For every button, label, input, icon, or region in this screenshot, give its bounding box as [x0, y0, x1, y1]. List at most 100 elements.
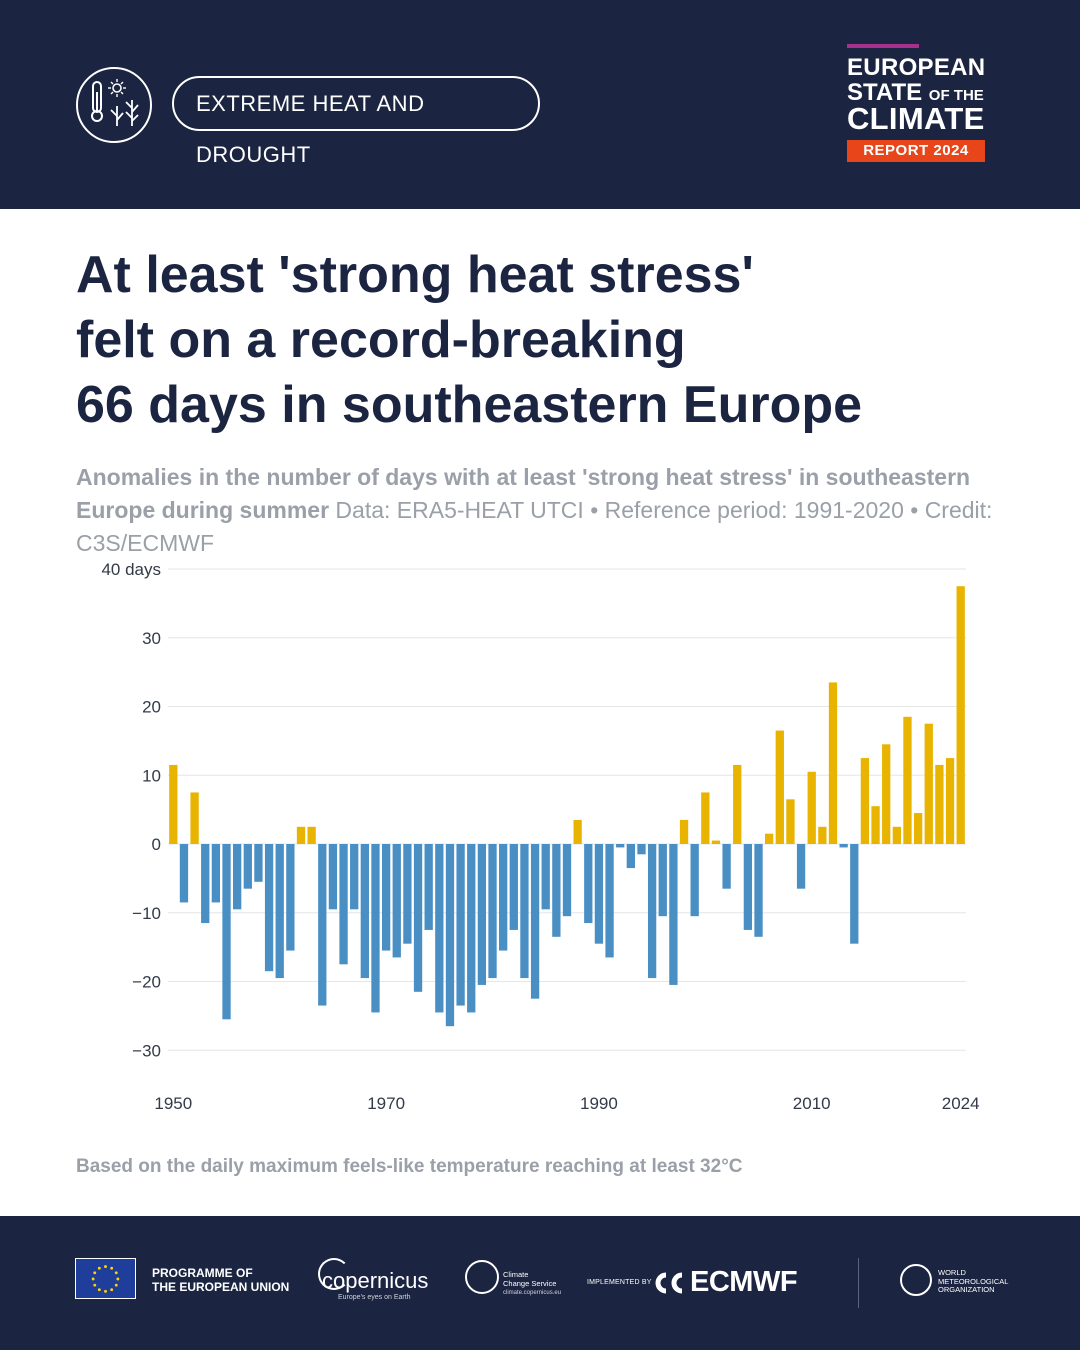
bar-1960	[275, 844, 284, 979]
bar-2002	[722, 844, 731, 889]
bar-1972	[403, 844, 412, 944]
wmo-logo: WORLD METEOROLOGICAL ORGANIZATION	[900, 1260, 1010, 1300]
bar-1950	[169, 764, 178, 844]
bar-1976	[445, 844, 455, 1027]
page-title: At least 'strong heat stress' felt on a …	[76, 243, 1036, 438]
bar-1979	[477, 844, 487, 985]
c3s-thermometer-icon	[465, 1260, 499, 1294]
bar-1984	[530, 844, 540, 999]
x-tick-label: 1950	[154, 1094, 192, 1113]
c3s-name: Climate Change Service	[503, 1270, 557, 1288]
anomaly-bar-chart: 40 days 30 20 10 0 −10 −20 −30 1950 1970 1990 2010 2…	[0, 550, 1080, 1130]
wmo-globe-icon	[900, 1264, 932, 1296]
report-year-badge: REPORT 2024	[847, 140, 985, 162]
bar-1997	[669, 844, 678, 985]
bar-2012	[828, 682, 838, 844]
bar-1985	[541, 844, 550, 910]
bar-2019	[903, 716, 912, 844]
ecmwf-logo: ECMWF	[652, 1266, 817, 1298]
bar-1951	[179, 844, 189, 903]
bar-1952	[190, 792, 199, 844]
footer-divider	[858, 1258, 859, 1308]
bar-1990	[594, 844, 604, 944]
x-tick-label: 2024	[942, 1094, 980, 1113]
bar-1996	[658, 844, 667, 917]
bar-1964	[318, 844, 327, 1006]
bar-2005	[754, 844, 763, 937]
eu-programme-text: PROGRAMME OF THE EUROPEAN UNION	[152, 1266, 290, 1294]
header-banner: EXTREME HEAT AND DROUGHT EUROPEAN STATE …	[0, 0, 1080, 209]
bar-1953	[201, 844, 210, 924]
bar-1956	[233, 844, 242, 910]
brand-accent-bar	[847, 44, 919, 48]
copernicus-name: copernicus	[322, 1268, 429, 1293]
bar-1966	[339, 844, 348, 965]
title-line-3: 66 days in southeastern Europe	[76, 376, 863, 434]
bar-2020	[913, 813, 923, 844]
bar-2023	[945, 758, 955, 844]
bar-2024	[956, 586, 965, 844]
y-tick-label: 20	[142, 698, 161, 717]
bar-2004	[743, 844, 753, 930]
bar-1955	[222, 844, 231, 1020]
bar-1989	[584, 844, 593, 924]
bar-2017	[882, 744, 891, 844]
bar-1998	[679, 819, 689, 844]
bar-2016	[871, 806, 880, 844]
x-tick-label: 2010	[793, 1094, 831, 1113]
y-tick-label: −20	[132, 973, 161, 992]
bar-2009	[796, 844, 806, 889]
bar-2007	[775, 730, 784, 844]
bar-1995	[647, 844, 657, 979]
bar-1994	[637, 844, 646, 855]
bar-1974	[424, 844, 433, 930]
chart-subtitle: Anomalies in the number of days with at …	[76, 461, 1026, 560]
bar-1961	[286, 844, 295, 951]
subtitle-source: Data: ERA5-HEAT UTCI • Reference period:…	[76, 497, 993, 556]
bar-2006	[765, 833, 774, 844]
c3s-logo: Climate Change Service climate.copernicus…	[465, 1258, 575, 1302]
bar-1986	[552, 844, 561, 937]
bar-1973	[413, 844, 423, 992]
brand-line-2: STATE OF THE	[847, 79, 984, 106]
y-tick-label: 0	[152, 835, 161, 854]
bar-1971	[392, 844, 401, 958]
y-tick-label: −10	[132, 904, 161, 923]
bar-1970	[381, 844, 391, 951]
chart-footnote: Based on the daily maximum feels-like te…	[76, 1156, 743, 1177]
bar-1983	[520, 844, 529, 979]
bar-1980	[488, 844, 497, 979]
bar-2003	[733, 764, 742, 844]
brand-line-3: CLIMATE	[847, 101, 985, 136]
bar-1963	[307, 826, 316, 844]
ecmwf-symbol-icon	[655, 1272, 683, 1294]
bar-1993	[626, 844, 635, 869]
bar-1978	[467, 844, 476, 1013]
ecmwf-name: ECMWF	[690, 1266, 798, 1298]
bar-1981	[499, 844, 508, 951]
bar-2018	[892, 826, 901, 844]
bar-2010	[807, 771, 816, 844]
title-line-2: felt on a record-breaking	[76, 311, 686, 369]
bar-1958	[254, 844, 263, 882]
bar-2013	[839, 844, 848, 848]
topic-label: EXTREME HEAT AND DROUGHT	[172, 76, 540, 167]
bar-1988	[573, 819, 582, 844]
x-tick-label: 1970	[367, 1094, 405, 1113]
bar-2001	[711, 840, 721, 844]
y-tick-label: 40 days	[101, 560, 161, 579]
copernicus-tagline: Europe's eyes on Earth	[338, 1294, 411, 1301]
report-brand-logo: EUROPEAN STATE OF THE CLIMATE REPORT 202…	[847, 44, 987, 164]
bar-1982	[509, 844, 518, 930]
y-tick-label: 30	[142, 629, 161, 648]
implemented-by-label: IMPLEMENTED BY	[587, 1279, 652, 1286]
bar-1975	[435, 844, 444, 1013]
title-line-1: At least 'strong heat stress'	[76, 246, 754, 304]
bar-1969	[371, 844, 380, 1013]
y-tick-label: −30	[132, 1041, 161, 1060]
bar-1957	[243, 844, 252, 889]
bar-2022	[935, 764, 944, 844]
brand-line-1: EUROPEAN	[847, 54, 986, 81]
bar-1968	[360, 844, 369, 979]
thermometer-sun-plant-icon	[76, 67, 152, 143]
